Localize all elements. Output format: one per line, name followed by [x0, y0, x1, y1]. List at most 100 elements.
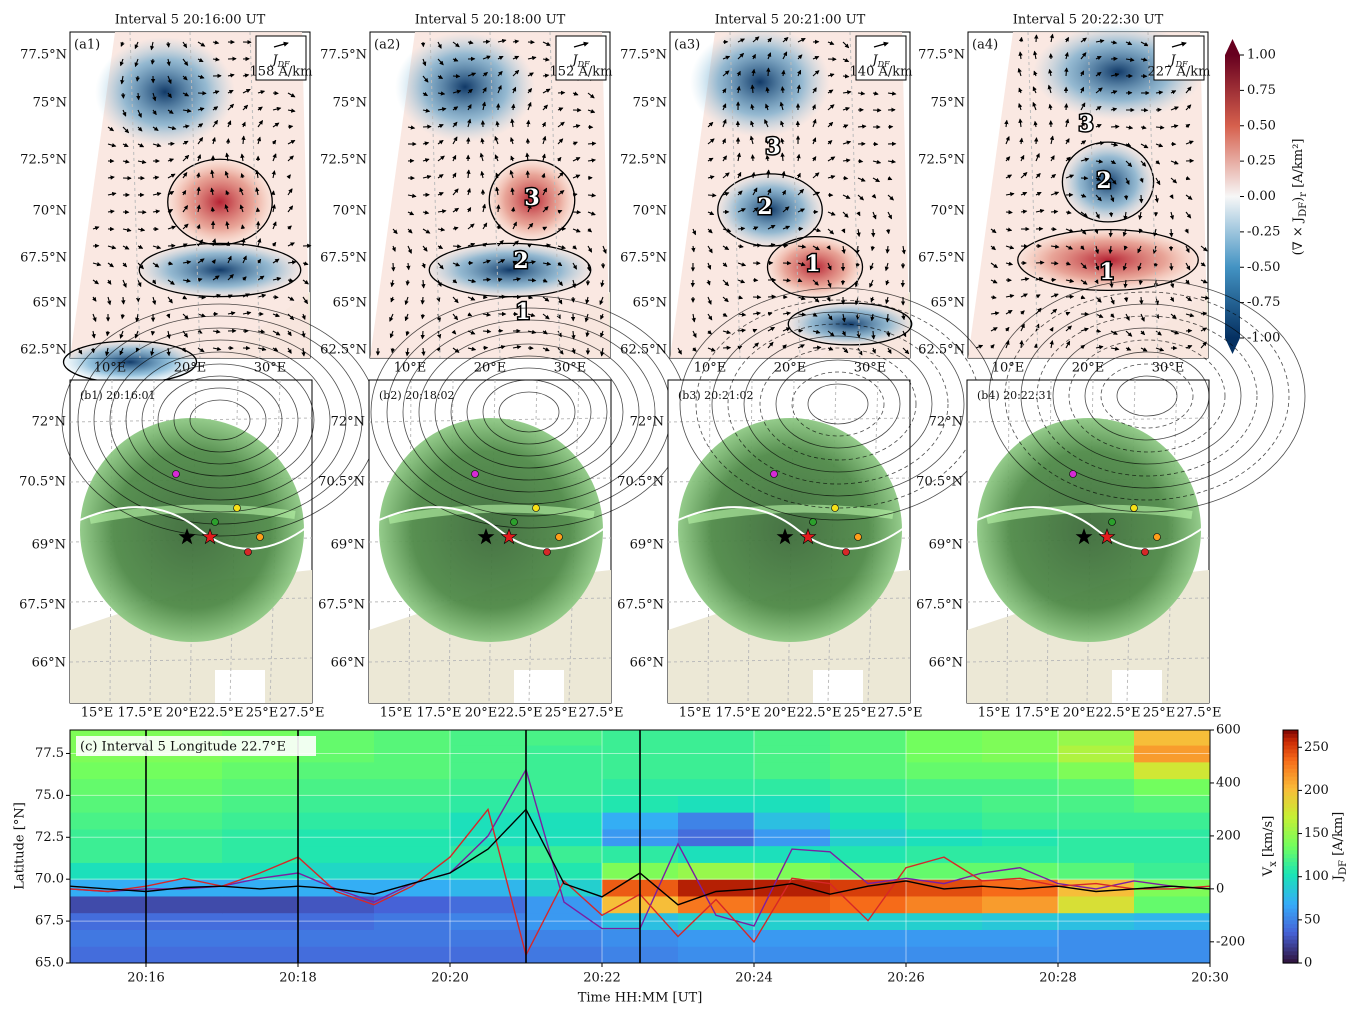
current-arrow [138, 93, 139, 100]
station-dot [1109, 519, 1116, 526]
map-panel: Interval 5 20:22:30 UT(a4)JDF227 A/km321… [918, 13, 1210, 376]
lon-label: 25°E [1143, 706, 1176, 721]
current-arrow [242, 225, 243, 229]
colorbar-segment [1283, 885, 1298, 889]
station-dot [810, 519, 817, 526]
y-tick-label: 67.5 [35, 914, 64, 929]
lon-label: 25°E [246, 706, 279, 721]
heatmap-cell [1058, 929, 1135, 946]
panel-label: (b1) 20:16:01 [80, 389, 156, 402]
heatmap-cell [754, 946, 831, 963]
colorbar-label: (∇ × JDF)r [A/km²] [1291, 139, 1310, 256]
heatmap-cell [222, 896, 299, 913]
curl-blob [95, 37, 235, 147]
lon-label: 25°E [545, 706, 578, 721]
lat-label: 70°N [33, 204, 67, 219]
current-arrow [1111, 126, 1119, 127]
lat-label: 69°N [331, 538, 365, 553]
sea-patch [215, 670, 265, 703]
colorbar-tick-label: -1.00 [1247, 331, 1280, 346]
station-dot [173, 471, 180, 478]
colorbar-segment [1283, 742, 1298, 746]
heatmap-cell [222, 862, 299, 879]
heatmap-cell [678, 728, 755, 745]
curl-blob [395, 32, 535, 142]
heatmap-cell [982, 779, 1059, 796]
lat-label: 65°N [333, 296, 367, 311]
station-dot [843, 549, 850, 556]
lat-label: 69°N [929, 538, 963, 553]
colorbar-tick-label: 0.25 [1247, 154, 1276, 169]
lat-label: 65°N [931, 296, 965, 311]
panel-title: Interval 5 20:22:30 UT [1013, 13, 1164, 28]
heatmap-cell [1058, 946, 1135, 963]
panel-label: (a4) [972, 38, 998, 53]
current-arrow [798, 330, 802, 331]
lon-label: 17.5°E [716, 706, 761, 721]
lon-label: 22.5°E [199, 706, 244, 721]
station-dot [257, 534, 264, 541]
y-tick-label: 70.0 [35, 872, 64, 887]
lon-label: 22.5°E [1096, 706, 1141, 721]
lon-label: 10°E [394, 361, 427, 376]
heatmap-cell [526, 812, 603, 829]
heatmap-cell [146, 762, 223, 779]
heatmap-cell [222, 929, 299, 946]
panel-title: Interval 5 20:21:00 UT [715, 13, 866, 28]
heatmap-cell [678, 762, 755, 779]
current-arrow [288, 126, 293, 127]
heatmap-cell [526, 779, 603, 796]
heatmap-cell [678, 946, 755, 963]
colorbar-segment [1283, 819, 1298, 823]
station-dot [1142, 549, 1149, 556]
heatmap-cell [982, 879, 1059, 896]
lat-label: 70.5°N [318, 475, 365, 490]
heatmap-cell [1134, 896, 1211, 913]
y2-tick-label: 200 [1216, 828, 1241, 843]
current-arrow [1066, 68, 1067, 76]
colorbar-segment [1283, 823, 1298, 827]
panel-title: Interval 5 20:18:00 UT [415, 13, 566, 28]
colorbar-segment [1283, 858, 1298, 862]
current-arrow [422, 314, 423, 319]
lon-label: 15°E [380, 706, 413, 721]
lon-label: 20°E [474, 361, 507, 376]
colorbar-segment [1283, 835, 1298, 839]
lon-label: 25°E [844, 706, 877, 721]
lat-label: 67.5°N [20, 251, 67, 266]
lat-label: 77.5°N [20, 48, 67, 63]
lat-label: 75°N [333, 96, 367, 111]
curl-blob [135, 242, 305, 298]
current-arrow [588, 143, 596, 144]
colorbar-tick-label: 0.75 [1247, 83, 1276, 98]
map-panel: Interval 5 20:16:00 UT(a1)JDF158 A/km77.… [20, 13, 312, 385]
current-arrow [1141, 297, 1142, 304]
allsky-image [379, 418, 603, 642]
region-label: 1 [805, 251, 820, 277]
lat-label: 70°N [333, 204, 367, 219]
y-tick-label: 65.0 [35, 956, 64, 971]
region-label: 3 [765, 134, 780, 160]
lat-label: 66°N [630, 656, 664, 671]
heatmap-cell [298, 879, 375, 896]
lat-label: 70°N [633, 204, 667, 219]
lat-label: 75°N [33, 96, 67, 111]
heatmap-cell [146, 812, 223, 829]
x-axis-label: Time HH:MM [UT] [578, 991, 703, 1006]
colorbar-segment [1283, 808, 1298, 812]
lon-label: 17.5°E [417, 706, 462, 721]
heatmap-cell [678, 929, 755, 946]
panel-label: (b2) 20:18:02 [379, 389, 455, 402]
lon-label: 27.5°E [579, 706, 624, 721]
lat-label: 67.5°N [918, 251, 965, 266]
heatmap-cell [298, 929, 375, 946]
lat-label: 69°N [630, 538, 664, 553]
current-arrow [422, 331, 423, 339]
region-label: 2 [757, 194, 772, 220]
figure: Interval 5 20:16:00 UT(a1)JDF158 A/km77.… [0, 0, 1351, 1010]
colorbar-segment [1283, 893, 1298, 897]
current-arrow [1051, 211, 1058, 212]
colorbar-segment [1283, 913, 1298, 917]
colorbar-segment [1283, 854, 1298, 858]
y-tick-label: 75.0 [35, 788, 64, 803]
